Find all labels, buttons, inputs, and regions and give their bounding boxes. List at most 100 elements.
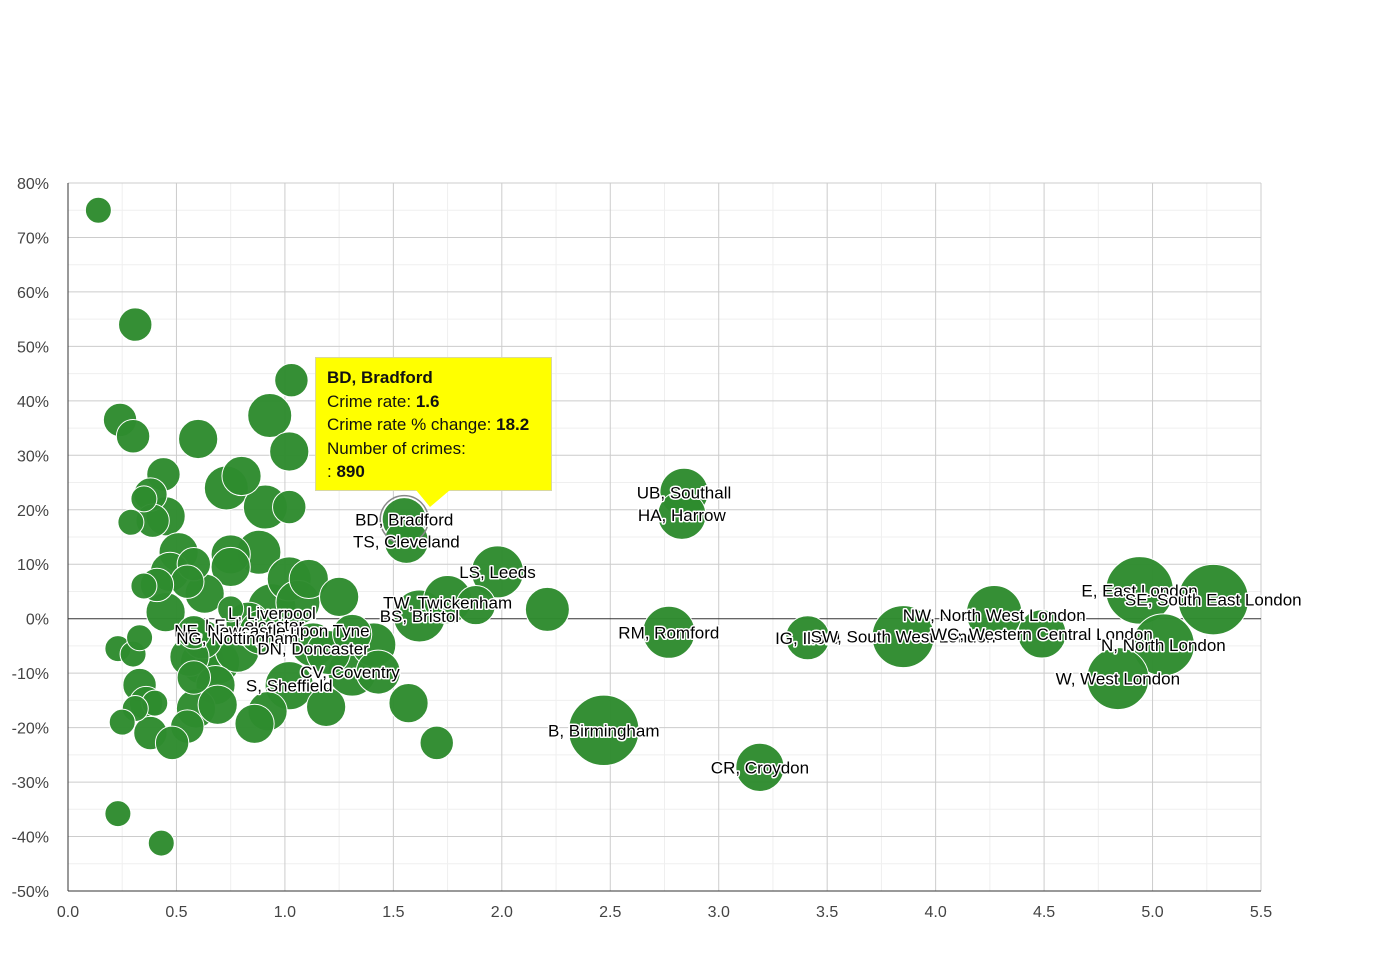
bubble [1131,613,1195,677]
tooltip-pointer [416,490,450,507]
bubble-label: UB, Southall [637,483,732,502]
bubble [642,605,696,659]
bubble-label: SW, South West London [811,628,996,647]
bubble [130,485,158,513]
x-tick-label: 4.0 [925,904,947,921]
bubble [221,455,262,497]
bubble-label: N, North London [1101,636,1226,655]
bubble [247,393,293,439]
bubble-label: B, Birmingham [548,721,659,740]
bubble [319,576,360,618]
y-tick-label: -50% [12,884,49,901]
axes: 0.0 0.5 1.0 1.5 2.0 2.5 3.0 3.5 4.0 4.5 5.0 5.5 -50%… [12,176,1273,921]
bubble [871,605,935,669]
bubble [130,572,158,600]
bubble [785,615,831,661]
x-tick-label: 5.0 [1141,904,1163,921]
bubble-label: SE, South East London [1125,591,1302,610]
bubble [735,742,785,792]
y-tick-label: 70% [17,230,49,247]
bubble-label: LE, Leicester [205,616,305,635]
y-tick-label: 60% [17,285,49,302]
bubble [1105,556,1174,625]
bubble [176,615,212,650]
bubble-label: WC, Western Central London [931,625,1153,644]
x-tick-label: 1.0 [274,904,296,921]
bubble-label: E, East London [1081,581,1197,600]
x-tick-label: 3.0 [708,904,730,921]
bubble [455,584,496,626]
y-tick-label: 10% [17,557,49,574]
bubble [1177,563,1249,636]
bubble [210,546,251,588]
tooltip-rate: Crime rate: 1.6 [327,391,440,411]
bubble [117,508,145,536]
bubble [176,660,212,695]
bubble [147,829,175,857]
highlight-ring [379,494,429,545]
x-tick-label: 1.5 [382,904,404,921]
y-tick-label: 50% [17,339,49,356]
bubble [568,694,640,767]
bubble-label: IG, Ilford [775,629,840,648]
bubble [470,545,524,599]
bubble-label: BD, Bradford [355,511,453,530]
bubble-label: TW, Twickenham [383,593,512,612]
bubble [115,419,151,454]
bubble-label: BS, Bristol [380,607,459,626]
tooltip-crimes-label: Number of crimes: [327,438,466,458]
y-tick-label: 40% [17,394,49,411]
y-tick-label: -40% [12,830,49,847]
bubble-label: TS, Cleveland [353,532,460,551]
tooltip-title: BD, Bradford [327,368,433,387]
bubble [170,564,205,599]
bubble [419,725,454,761]
y-tick-label: -30% [12,775,49,792]
bubble [108,708,136,736]
bubble [657,490,707,540]
bubble-label: LS, Leeds [459,563,536,582]
tooltip-crimes: : 890 [327,462,365,481]
x-tick-label: 3.5 [816,904,838,921]
bubble-label: NG, Nottingham [176,629,298,648]
bubble [269,431,310,472]
bubble-label: HA, Harrow [638,506,727,525]
bubble [965,584,1023,642]
bubble-label: W, West London [1056,670,1180,689]
bubbles [84,196,1249,857]
x-tick-label: 5.5 [1250,904,1272,921]
x-tick-label: 0.0 [57,904,79,921]
bubble [524,586,570,632]
bubble [388,683,429,724]
bubble [197,684,238,725]
y-tick-label: 20% [17,503,49,520]
x-tick-label: 4.5 [1033,904,1055,921]
bubble [272,489,307,525]
bubble-label: L, Liverpool [228,604,316,623]
bubble [288,558,329,600]
bubble [274,362,309,398]
y-tick-label: -20% [12,721,49,738]
bubble [104,800,132,828]
bubble [306,686,347,728]
bubble-label: NE, Newcastle upon Tyne [174,622,369,641]
bubble-label: CV, Coventry [300,663,400,682]
y-tick-label: 80% [17,176,49,193]
bubble [154,725,190,761]
bubble [238,609,284,655]
bubble [217,595,245,623]
bubble-label: NW, North West London [903,606,1086,625]
bubble [178,418,219,460]
x-tick-label: 0.5 [165,904,187,921]
tooltip-change: Crime rate % change: 18.2 [327,415,530,434]
bubble-label: S, Sheffield [246,677,333,696]
grid [68,182,1262,891]
bubble [1086,647,1150,711]
bubble [383,518,429,564]
bubble [355,649,401,695]
tooltip: BD, Bradford Crime rate: 1.6 Crime rate … [315,357,552,507]
y-tick-label: 30% [17,448,49,465]
bubble [118,307,153,342]
bubble [84,196,112,224]
